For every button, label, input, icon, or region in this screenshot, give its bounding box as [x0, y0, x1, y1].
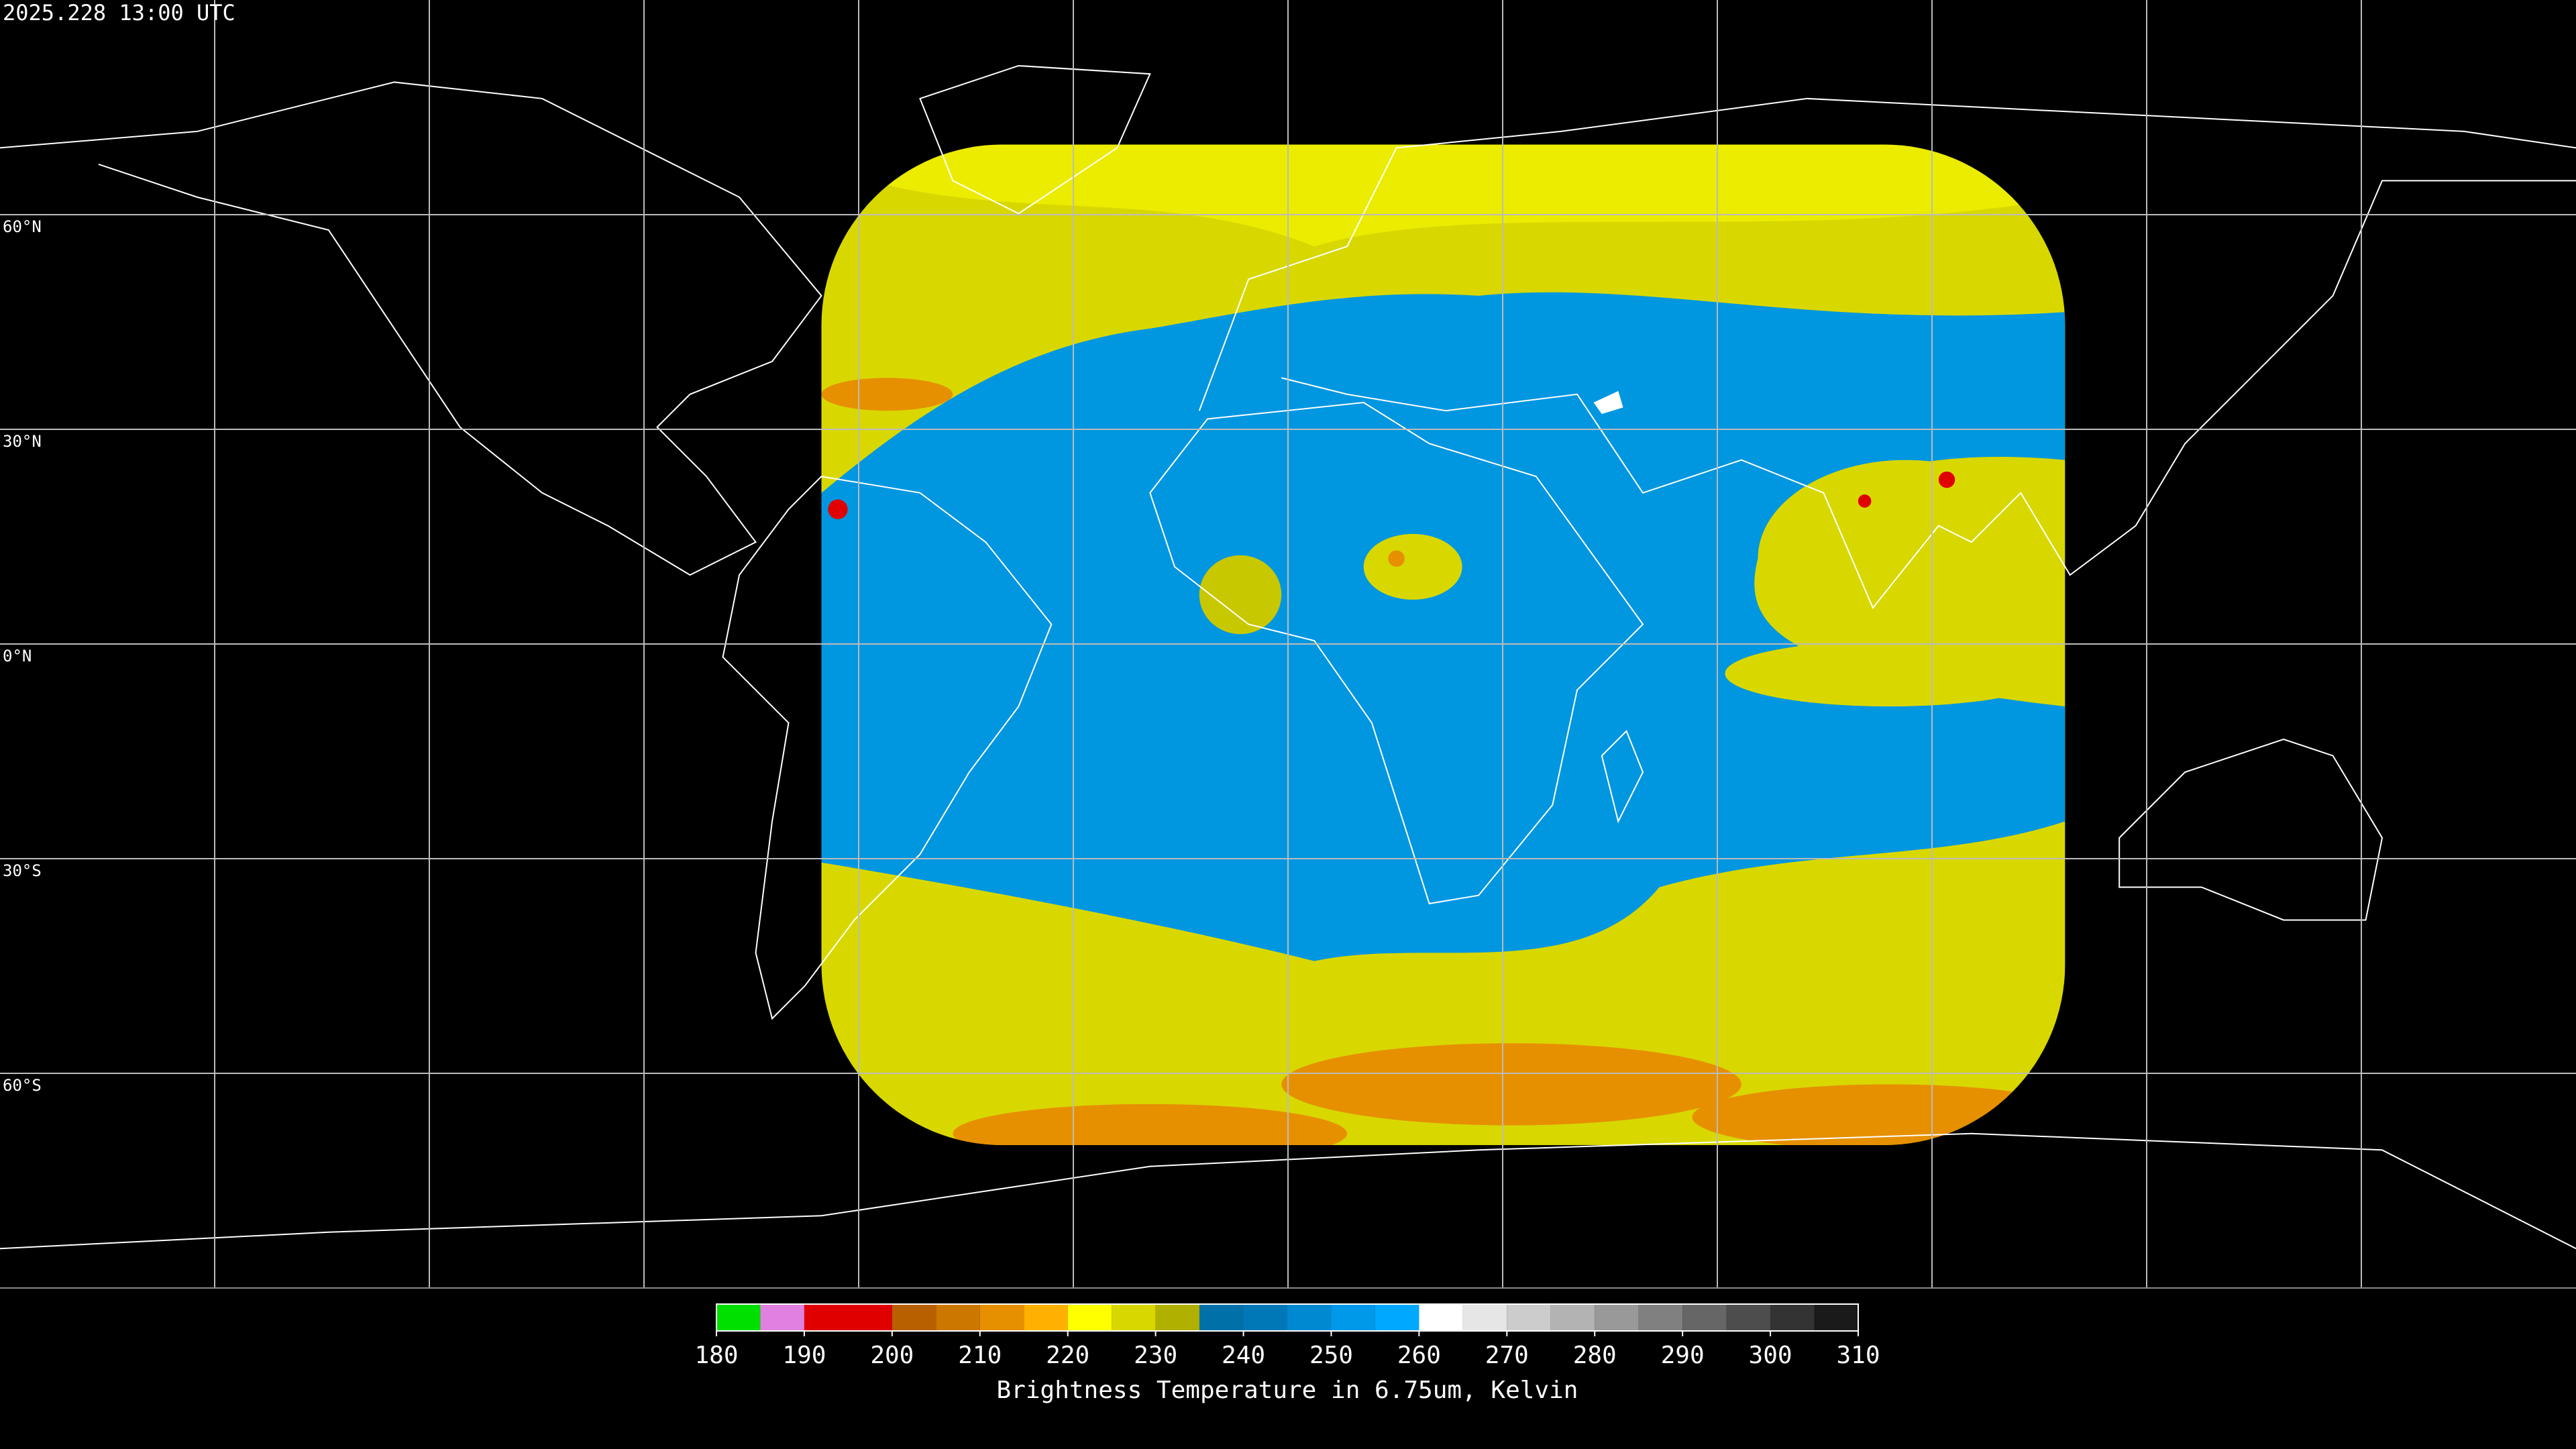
map-layer: [0, 66, 2576, 1248]
colorbar-label: Brightness Temperature in 6.75um, Kelvin: [997, 1377, 1578, 1404]
lat-label: 30°S: [3, 861, 42, 880]
colorbar-tick-label: 200: [870, 1342, 914, 1369]
colorbar-segment: [760, 1304, 804, 1331]
colorbar-segment: [1287, 1304, 1332, 1331]
colorbar-tick-label: 270: [1485, 1342, 1529, 1369]
colorbar-segment: [1462, 1304, 1507, 1331]
colorbar-segment: [1682, 1304, 1727, 1331]
colorbar-tick-label: 210: [958, 1342, 1002, 1369]
colorbar-segment: [1199, 1304, 1244, 1331]
colorbar-segment: [936, 1304, 980, 1331]
colorbar-segment: [1155, 1304, 1200, 1331]
colorbar-segment: [1726, 1304, 1771, 1331]
colorbar-tick-label: 280: [1573, 1342, 1617, 1369]
lat-label: 0°N: [3, 647, 32, 665]
colorbar-segment: [1067, 1304, 1112, 1331]
coastlines: [0, 66, 2576, 1248]
colorbar-segment: [1419, 1304, 1463, 1331]
latitude-labels: 60°N 30°N 0°N 30°S 60°S: [3, 217, 42, 1095]
colorbar-tick-label: 240: [1222, 1342, 1265, 1369]
colorbar-tick-label: 180: [694, 1342, 738, 1369]
colorbar-tick-label: 220: [1046, 1342, 1089, 1369]
colorbar-segment: [1112, 1304, 1156, 1331]
colorbar-segment: [1243, 1304, 1287, 1331]
colorbar-segment: [1814, 1304, 1858, 1331]
colorbar-segment: [1331, 1304, 1375, 1331]
colorbar-tick-label: 190: [782, 1342, 826, 1369]
colorbar-segment: [979, 1304, 1024, 1331]
colorbar-tick-label: 290: [1661, 1342, 1705, 1369]
colorbar-segment: [1595, 1304, 1639, 1331]
colorbar-segment: [1375, 1304, 1419, 1331]
colorbar-segment: [1550, 1304, 1595, 1331]
satellite-image: [821, 144, 2065, 1145]
colorbar-segment: [1024, 1304, 1068, 1331]
colorbar-tick-label: 250: [1309, 1342, 1353, 1369]
colorbar-segment: [1770, 1304, 1815, 1331]
colorbar-tick-label: 260: [1397, 1342, 1441, 1369]
colorbar-frame: [716, 1303, 1859, 1332]
colorbar: 180 190 200 210 220 230 240 250 260 270 280 290 300 3…: [694, 1303, 1880, 1369]
lat-label: 60°S: [3, 1076, 42, 1095]
colorbar-segment: [716, 1304, 761, 1331]
colorbar-tick-label: 300: [1749, 1342, 1792, 1369]
colorbar-segment: [1507, 1304, 1551, 1331]
colorbar-segment: [804, 1304, 892, 1331]
colorbar-segment: [892, 1304, 936, 1331]
lat-label: 60°N: [3, 217, 42, 236]
timestamp: 2025.228 13:00 UTC: [3, 0, 235, 25]
colorbar-tick-label: 230: [1134, 1342, 1177, 1369]
lat-label: 30°N: [3, 432, 42, 451]
colorbar-segment: [1638, 1304, 1683, 1331]
colorbar-tick-label: 310: [1836, 1342, 1880, 1369]
graticule: [0, 0, 2576, 1288]
